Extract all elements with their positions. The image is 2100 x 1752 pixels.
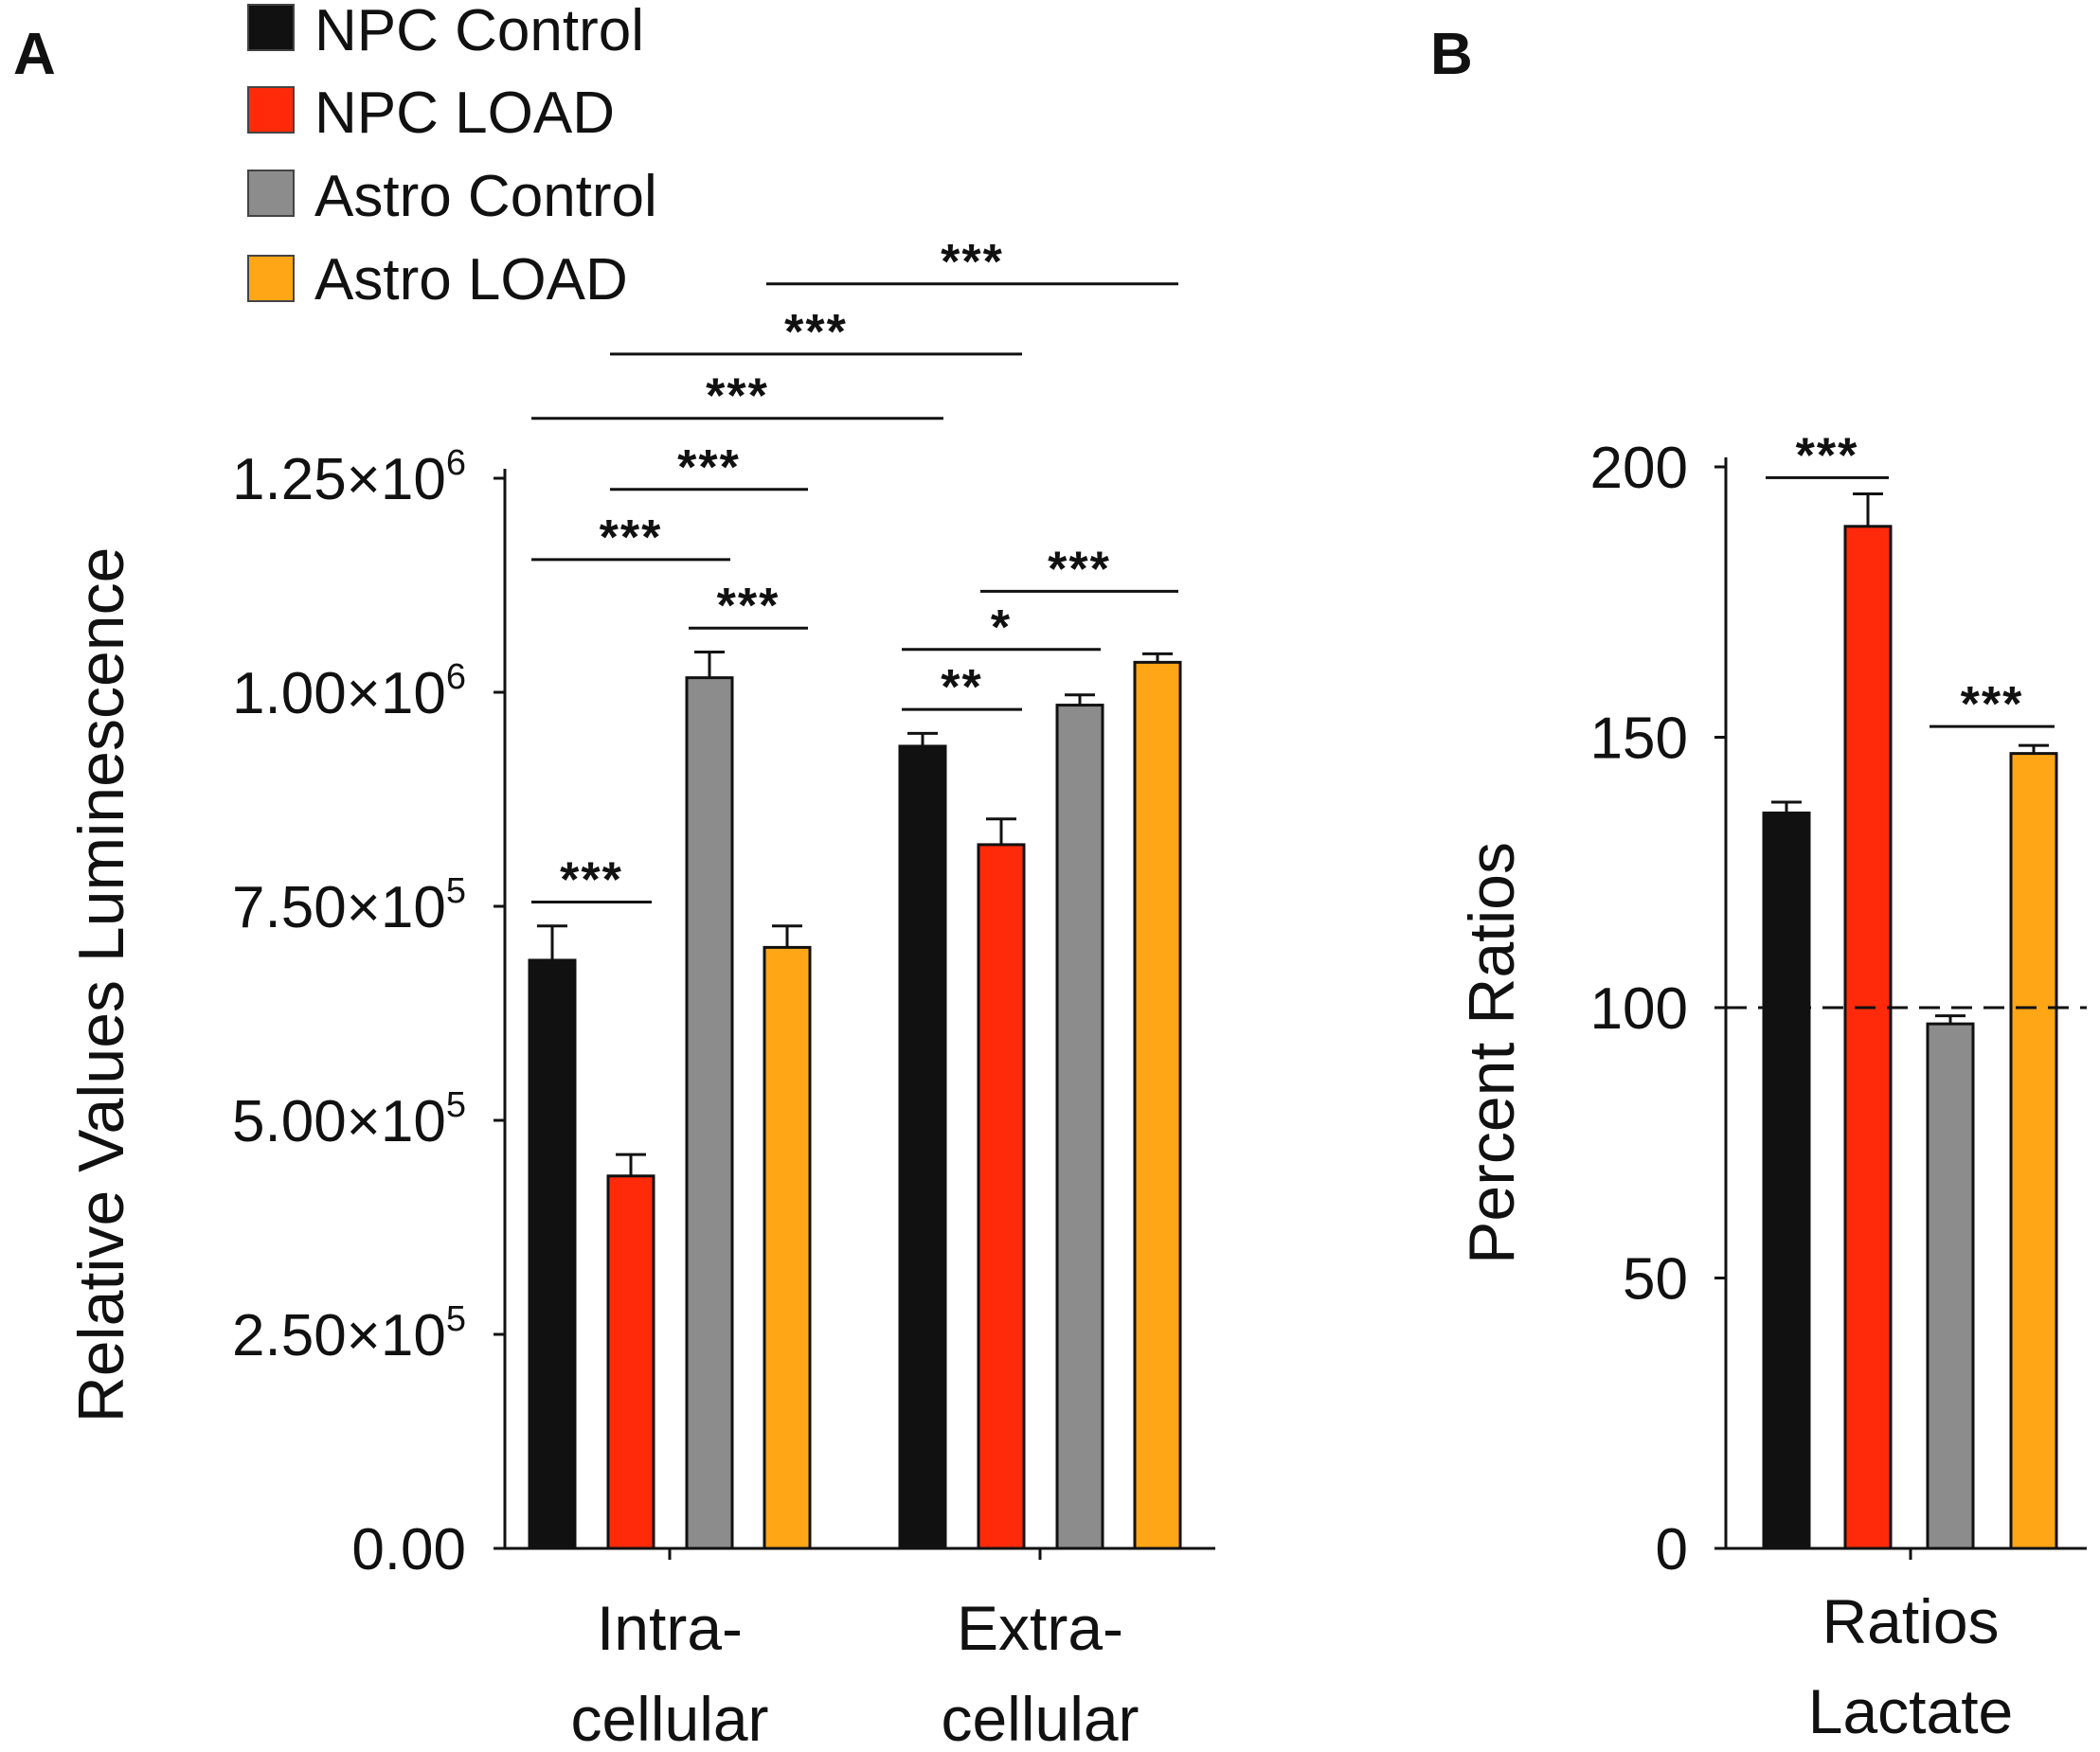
legend: NPC Control NPC LOAD Astro Control Astro… xyxy=(247,0,657,313)
legend-label-astro-control: Astro Control xyxy=(314,164,657,229)
significance-stars-8: *** xyxy=(784,305,848,360)
panel-a-y-tick-exponent: 5 xyxy=(446,1085,466,1125)
significance-stars-1: *** xyxy=(717,579,781,634)
significance-stars-7: *** xyxy=(706,369,769,424)
legend-item-astro-load: Astro LOAD xyxy=(247,247,628,313)
panel-a-y-tick-label: 1.00×106 xyxy=(232,657,466,726)
panel-a-y-tick-label: 1.25×106 xyxy=(232,443,466,512)
bar-astro-control-1 xyxy=(1055,704,1104,1550)
panel-b-y-tick-label: 200 xyxy=(1590,436,1688,501)
panel-b-category-label-line2: Lactate xyxy=(1808,1676,2014,1746)
panel-a-y-tick-label: 2.50×105 xyxy=(232,1299,466,1368)
legend-label-npc-load: NPC LOAD xyxy=(314,80,615,146)
significance-stars-4: ** xyxy=(941,660,982,715)
significance-stars-9: *** xyxy=(941,235,1004,290)
panel-a-category-label-line1: Extra- xyxy=(957,1593,1123,1663)
panel-a-y-tick-label: 5.00×105 xyxy=(232,1085,466,1154)
bar-npc-control-0 xyxy=(1762,811,1811,1550)
panel-a-category-label-line2: cellular xyxy=(570,1684,768,1752)
bar-npc-control-1 xyxy=(898,744,947,1550)
panel-b-category-labels: Ratios Lactate xyxy=(1808,1586,2014,1746)
panel-a-y-axis-title: Relative Values Luminescence xyxy=(65,547,137,1423)
legend-item-npc-load: NPC LOAD xyxy=(247,80,615,146)
panel-a-y-tick-label: 7.50×105 xyxy=(232,871,466,940)
legend-swatch-npc-load xyxy=(247,86,295,134)
panel-b-y-axis-title: Percent Ratios xyxy=(1456,842,1528,1264)
panel-b-y-tick-label: 100 xyxy=(1590,976,1688,1042)
panel-a-y-tick-label: 0.00 xyxy=(351,1517,466,1582)
panel-b-significance: *** *** xyxy=(1766,428,2055,732)
panel-label-a: A xyxy=(13,22,56,87)
legend-swatch-astro-control xyxy=(247,170,295,217)
legend-label-astro-load: Astro LOAD xyxy=(314,247,628,313)
panel-b-bars xyxy=(1762,492,2058,1550)
panel-a-bars xyxy=(528,651,1182,1550)
panel-b-chart: Percent Ratios 0 50 100 150 200 *** *** Ratio… xyxy=(1456,428,2087,1746)
bar-npc-load-0 xyxy=(1843,525,1893,1550)
panel-a-category-labels: Intra-cellular Extra-cellular xyxy=(570,1593,1139,1752)
bar-npc-load-0 xyxy=(606,1174,655,1550)
bar-astro-load-1 xyxy=(1133,660,1182,1550)
panel-b-y-tick-label: 50 xyxy=(1623,1247,1688,1313)
panel-a-category-label-line2: cellular xyxy=(941,1684,1139,1752)
significance-stars-3: *** xyxy=(677,440,741,495)
bar-npc-control-0 xyxy=(528,958,577,1550)
panel-a-y-tick-exponent: 6 xyxy=(446,443,466,483)
bar-astro-control-0 xyxy=(1926,1022,1975,1550)
panel-a-y-tick-exponent: 6 xyxy=(446,657,466,697)
legend-swatch-npc-control xyxy=(247,4,295,51)
panel-a-y-tick-labels: 0.00 2.50×105 5.00×105 7.50×105 1.00×106 1.25… xyxy=(232,443,466,1582)
bar-astro-load-0 xyxy=(763,945,812,1550)
significance-stars-0: *** xyxy=(560,852,623,907)
significance-stars-5: * xyxy=(991,600,1012,655)
significance-stars-1: *** xyxy=(1961,677,2024,732)
bar-astro-control-0 xyxy=(685,676,734,1550)
legend-item-npc-control: NPC Control xyxy=(247,0,644,63)
panel-a-significance: *************************** xyxy=(531,235,1178,907)
bar-npc-load-1 xyxy=(977,843,1026,1550)
panel-label-b: B xyxy=(1430,22,1473,87)
panel-b-category-label-line1: Ratios xyxy=(1822,1586,1999,1656)
panel-a-chart: Relative Values Luminescence 0.00 2.50×10… xyxy=(65,235,1215,1752)
panel-a-category-label-line1: Intra- xyxy=(597,1593,743,1663)
significance-stars-2: *** xyxy=(600,510,663,565)
significance-stars-0: *** xyxy=(1796,428,1859,483)
legend-swatch-astro-load xyxy=(247,255,295,302)
legend-item-astro-control: Astro Control xyxy=(247,164,657,229)
panel-b-y-tick-labels: 0 50 100 150 200 xyxy=(1590,436,1688,1582)
panel-b-y-tick-label: 0 xyxy=(1656,1517,1688,1582)
panel-b-axes xyxy=(1714,457,2087,1560)
significance-stars-6: *** xyxy=(1048,542,1111,597)
legend-label-npc-control: NPC Control xyxy=(314,0,644,63)
panel-a-y-tick-exponent: 5 xyxy=(446,871,466,911)
bar-astro-load-0 xyxy=(2009,752,2058,1550)
panel-a-y-tick-exponent: 5 xyxy=(446,1299,466,1339)
panel-a-axes xyxy=(494,469,1215,1560)
panel-b-y-tick-label: 150 xyxy=(1590,706,1688,772)
